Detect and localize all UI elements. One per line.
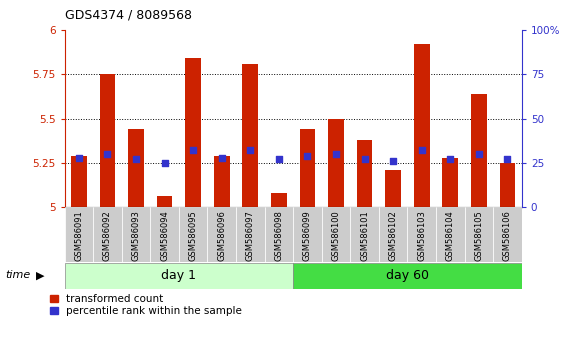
Point <box>188 148 197 153</box>
FancyBboxPatch shape <box>208 207 236 262</box>
FancyBboxPatch shape <box>265 207 293 262</box>
FancyBboxPatch shape <box>65 263 293 289</box>
Point <box>103 151 112 157</box>
Bar <box>242 64 258 207</box>
Text: GSM586106: GSM586106 <box>503 210 512 261</box>
Text: GSM586092: GSM586092 <box>103 210 112 261</box>
Text: day 60: day 60 <box>386 269 429 282</box>
Bar <box>471 94 487 207</box>
Point <box>389 158 398 164</box>
Point <box>332 151 341 157</box>
Bar <box>185 58 201 207</box>
Point <box>74 155 83 160</box>
Point <box>303 153 312 159</box>
Text: day 1: day 1 <box>162 269 196 282</box>
Text: ▶: ▶ <box>36 270 45 280</box>
Text: GSM586097: GSM586097 <box>246 210 255 261</box>
Point <box>446 156 455 162</box>
Text: GSM586104: GSM586104 <box>446 210 455 261</box>
Bar <box>128 129 144 207</box>
Bar <box>271 193 287 207</box>
FancyBboxPatch shape <box>122 207 150 262</box>
FancyBboxPatch shape <box>379 207 407 262</box>
Text: GSM586098: GSM586098 <box>274 210 283 261</box>
Text: GSM586099: GSM586099 <box>303 210 312 261</box>
FancyBboxPatch shape <box>436 207 465 262</box>
Bar <box>357 140 373 207</box>
Point <box>503 156 512 162</box>
FancyBboxPatch shape <box>321 207 350 262</box>
Point <box>417 148 426 153</box>
Point <box>475 151 484 157</box>
Point <box>246 148 255 153</box>
Bar <box>414 44 430 207</box>
FancyBboxPatch shape <box>350 207 379 262</box>
FancyBboxPatch shape <box>236 207 265 262</box>
Text: GSM586100: GSM586100 <box>332 210 341 261</box>
Bar <box>99 74 115 207</box>
FancyBboxPatch shape <box>65 207 93 262</box>
Text: GSM586102: GSM586102 <box>389 210 398 261</box>
Bar <box>300 129 315 207</box>
FancyBboxPatch shape <box>293 263 522 289</box>
Bar <box>71 156 86 207</box>
Text: GSM586103: GSM586103 <box>417 210 426 261</box>
Bar <box>214 156 229 207</box>
Text: GDS4374 / 8089568: GDS4374 / 8089568 <box>65 9 191 22</box>
Point <box>131 156 140 162</box>
Bar <box>500 163 516 207</box>
Text: GSM586096: GSM586096 <box>217 210 226 261</box>
Text: GSM586105: GSM586105 <box>475 210 484 261</box>
FancyBboxPatch shape <box>93 207 122 262</box>
Text: GSM586091: GSM586091 <box>74 210 83 261</box>
Text: GSM586101: GSM586101 <box>360 210 369 261</box>
Point <box>360 156 369 162</box>
Text: GSM586093: GSM586093 <box>131 210 140 261</box>
Text: GSM586094: GSM586094 <box>160 210 169 261</box>
FancyBboxPatch shape <box>493 207 522 262</box>
Bar <box>385 170 401 207</box>
Text: GSM586095: GSM586095 <box>188 210 197 261</box>
FancyBboxPatch shape <box>150 207 179 262</box>
FancyBboxPatch shape <box>407 207 436 262</box>
Point <box>217 155 226 160</box>
Legend: transformed count, percentile rank within the sample: transformed count, percentile rank withi… <box>50 294 242 316</box>
Bar <box>328 119 344 207</box>
Point <box>160 160 169 166</box>
Point <box>274 156 283 162</box>
Bar <box>443 158 458 207</box>
FancyBboxPatch shape <box>293 207 321 262</box>
Bar <box>157 196 172 207</box>
FancyBboxPatch shape <box>179 207 208 262</box>
FancyBboxPatch shape <box>465 207 493 262</box>
Text: time: time <box>6 270 31 280</box>
